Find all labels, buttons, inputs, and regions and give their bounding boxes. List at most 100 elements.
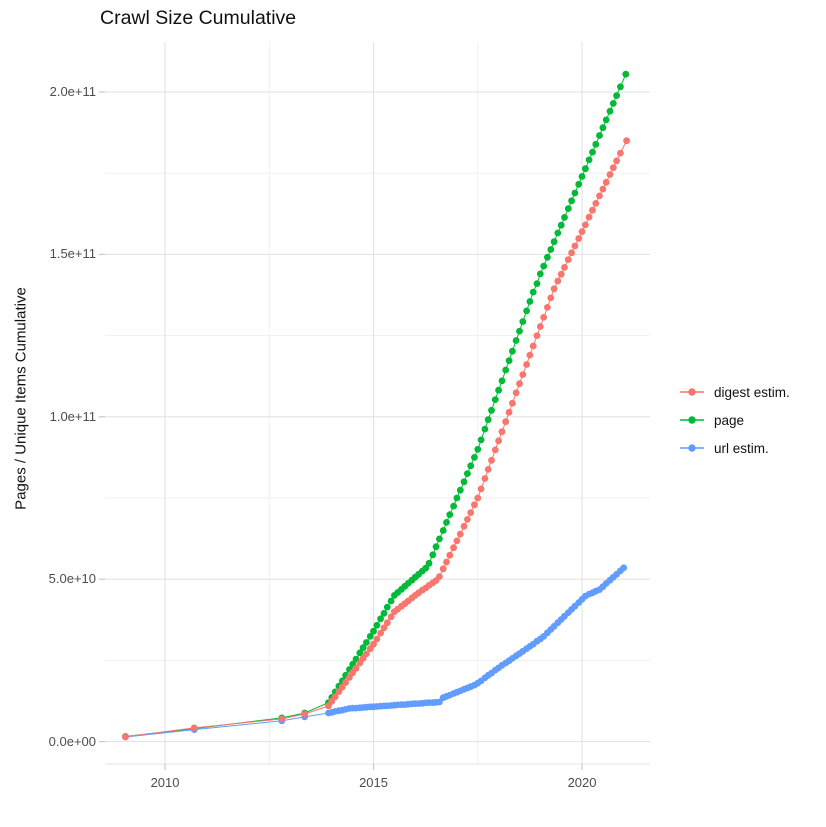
data-point (498, 377, 506, 385)
data-point (561, 214, 568, 221)
data-point (536, 270, 544, 278)
data-point (373, 621, 381, 629)
data-point (484, 466, 492, 473)
data-point (536, 323, 544, 330)
data-point (523, 307, 530, 315)
data-point (366, 633, 374, 640)
data-point (547, 246, 555, 253)
data-point (606, 107, 614, 115)
data-point (568, 249, 575, 257)
data-point (301, 710, 309, 718)
data-point (585, 213, 593, 221)
series-url-estim-line (125, 567, 625, 738)
data-point (613, 157, 620, 165)
data-point (526, 298, 534, 305)
y-tick-label: 0.0e+00 (48, 733, 96, 749)
series-url-estim (122, 564, 628, 741)
legend-key-icon (680, 444, 704, 452)
data-point (613, 92, 620, 99)
data-point (502, 366, 510, 374)
data-point (190, 724, 198, 732)
data-point (488, 456, 495, 464)
data-point (529, 288, 537, 296)
data-point (544, 253, 551, 261)
chart-title: Crawl Size Cumulative (100, 7, 297, 29)
data-point (575, 180, 583, 188)
data-point (370, 640, 377, 648)
data-point (477, 436, 485, 444)
data-point (505, 408, 513, 416)
data-point (471, 454, 478, 461)
data-point (425, 559, 433, 567)
data-point (422, 564, 430, 572)
data-point (477, 485, 485, 493)
data-point (474, 445, 482, 453)
data-point (519, 318, 527, 325)
data-point (456, 530, 464, 538)
data-point (278, 715, 286, 723)
y-tick-label: 2.0e+11 (49, 84, 96, 100)
series-digest-estim (122, 137, 630, 741)
legend-label: digest estim. (714, 384, 790, 400)
data-point (467, 462, 475, 470)
data-point (474, 494, 482, 502)
series-digest-estim-line (125, 140, 628, 738)
data-point (578, 228, 586, 236)
data-point (585, 156, 593, 164)
data-point (516, 327, 523, 335)
data-point (446, 551, 454, 559)
data-point (363, 639, 370, 646)
data-point (609, 100, 617, 107)
data-point (561, 264, 568, 271)
data-point (516, 380, 523, 388)
data-point (554, 229, 562, 237)
data-point (387, 613, 395, 621)
legend-label: page (714, 412, 745, 428)
y-axis-title: Pages / Unique Items Cumulative (12, 287, 30, 510)
legend-item-page: page (679, 406, 790, 434)
data-point (617, 83, 624, 91)
data-point (498, 428, 506, 436)
data-point (387, 597, 395, 605)
data-point (554, 277, 562, 285)
data-point (526, 351, 534, 359)
data-point (484, 416, 492, 424)
data-point (383, 619, 391, 627)
data-point (436, 573, 443, 580)
data-point (519, 371, 527, 378)
data-point (599, 124, 607, 132)
data-point (464, 516, 471, 523)
data-point (592, 200, 600, 207)
data-point (359, 644, 367, 652)
data-point (596, 132, 603, 139)
data-point (547, 294, 555, 302)
data-point (564, 205, 572, 213)
data-point (578, 173, 586, 180)
data-point (512, 389, 520, 397)
data-point (429, 551, 437, 559)
data-point (450, 544, 457, 552)
data-point (471, 501, 478, 509)
data-point (550, 285, 558, 293)
y-tick-label: 1.5e+11 (49, 246, 96, 262)
data-point (377, 629, 384, 637)
data-point (453, 537, 461, 545)
data-point (512, 337, 520, 344)
data-point (509, 399, 516, 407)
data-point (491, 446, 499, 454)
x-tick-label: 2015 (359, 775, 388, 790)
data-point (557, 270, 565, 278)
data-point (443, 558, 450, 566)
data-point (352, 664, 360, 672)
data-point (481, 425, 489, 433)
data-point (432, 543, 440, 551)
data-point (622, 70, 630, 78)
legend-key-icon (680, 388, 704, 396)
data-point (596, 192, 603, 200)
data-point (589, 148, 596, 156)
data-point (529, 342, 537, 350)
data-point (342, 679, 349, 686)
data-point (460, 522, 468, 530)
data-point (495, 437, 502, 445)
